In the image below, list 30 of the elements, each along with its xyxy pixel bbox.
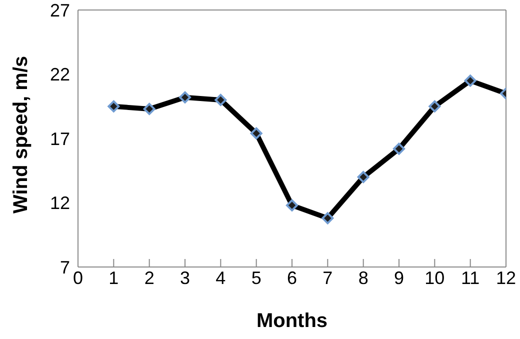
x-tick-label: 0	[72, 268, 84, 288]
y-tick-label: 27	[50, 0, 70, 20]
point	[214, 94, 227, 106]
x-tick-label: 9	[394, 268, 404, 288]
point	[179, 91, 191, 104]
point	[286, 199, 298, 212]
x-tick-label: 7	[322, 268, 333, 288]
x-tick-label: 12	[496, 268, 516, 288]
x-tick-label: 11	[460, 268, 480, 288]
x-tick-label: 8	[358, 268, 368, 288]
x-axis-title: Months	[256, 310, 328, 332]
x-tick-label: 5	[251, 268, 262, 288]
x-tick-label: 3	[180, 268, 190, 288]
x-tick-label: 1	[108, 268, 119, 288]
y-tick-label: 17	[50, 128, 70, 149]
point	[322, 212, 334, 224]
point	[357, 171, 370, 184]
point	[393, 142, 405, 155]
x-tick-label: 6	[286, 268, 298, 288]
point	[108, 100, 120, 112]
y-tick-label: 22	[50, 64, 70, 85]
y-tick-label: 12	[50, 193, 70, 214]
point	[143, 102, 156, 115]
point	[250, 127, 262, 140]
point	[428, 100, 441, 112]
point	[464, 74, 476, 87]
x-tick-label: 10	[424, 268, 445, 288]
y-axis-title: Wind speed, m/s	[10, 56, 32, 214]
x-tick-label: 4	[216, 268, 226, 288]
x-tick-label: 2	[144, 268, 154, 288]
